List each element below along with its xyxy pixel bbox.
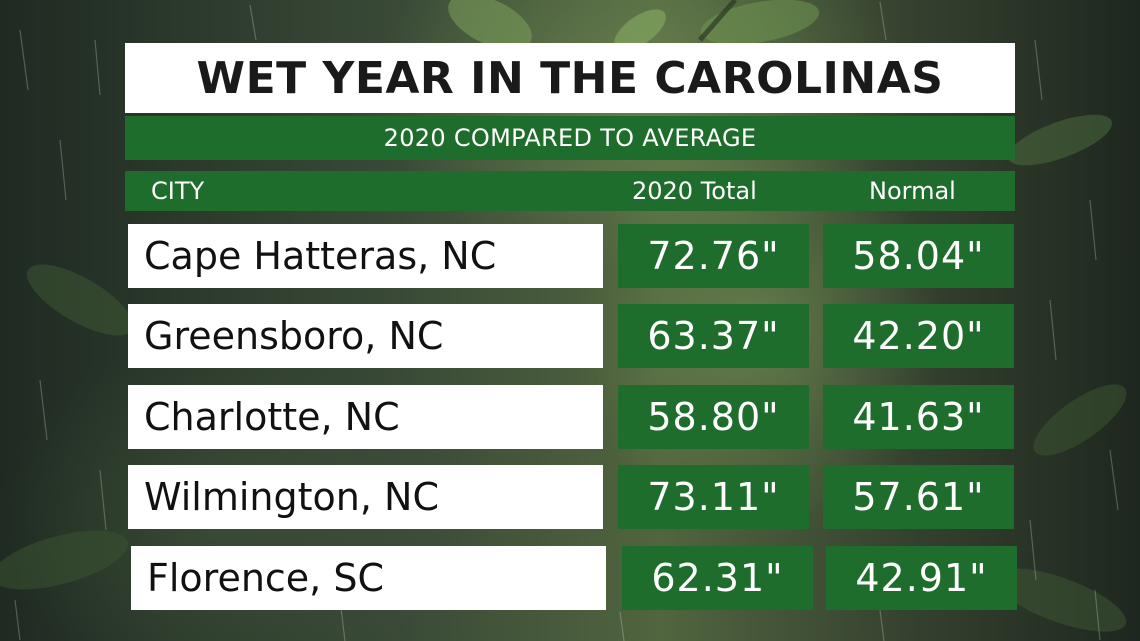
city-name: Cape Hatteras, NC [144, 234, 497, 278]
normal-value: 42.20" [852, 314, 985, 358]
total-value: 63.37" [647, 314, 780, 358]
total-cell: 72.76" [618, 224, 809, 288]
header-normal: Normal [869, 177, 956, 205]
header-city: CITY [151, 177, 205, 205]
normal-cell: 57.61" [823, 465, 1014, 529]
total-value: 58.80" [647, 395, 780, 439]
title-banner: WET YEAR IN THE CAROLINAS [125, 43, 1015, 113]
city-name: Florence, SC [147, 556, 384, 600]
total-value: 73.11" [647, 475, 780, 519]
total-cell: 62.31" [622, 546, 813, 610]
city-cell: Florence, SC [131, 546, 606, 610]
normal-value: 41.63" [852, 395, 985, 439]
total-value: 72.76" [647, 234, 780, 278]
city-cell: Charlotte, NC [128, 385, 603, 449]
table-header-row: CITY 2020 Total Normal [125, 171, 1015, 211]
normal-cell: 41.63" [823, 385, 1014, 449]
normal-cell: 42.20" [823, 304, 1014, 368]
city-cell: Wilmington, NC [128, 465, 603, 529]
total-cell: 73.11" [618, 465, 809, 529]
normal-value: 42.91" [855, 556, 988, 600]
total-value: 62.31" [651, 556, 784, 600]
page-subtitle: 2020 COMPARED TO AVERAGE [383, 124, 757, 152]
table-row: Cape Hatteras, NC 72.76" 58.04" [0, 224, 1140, 288]
total-cell: 58.80" [618, 385, 809, 449]
subtitle-banner: 2020 COMPARED TO AVERAGE [125, 116, 1015, 160]
normal-value: 57.61" [852, 475, 985, 519]
header-2020-total: 2020 Total [632, 177, 757, 205]
table-row: Florence, SC 62.31" 42.91" [0, 546, 1140, 610]
normal-cell: 58.04" [823, 224, 1014, 288]
table-row: Wilmington, NC 73.11" 57.61" [0, 465, 1140, 529]
normal-cell: 42.91" [826, 546, 1017, 610]
table-row: Charlotte, NC 58.80" 41.63" [0, 385, 1140, 449]
table-row: Greensboro, NC 63.37" 42.20" [0, 304, 1140, 368]
normal-value: 58.04" [852, 234, 985, 278]
page-title: WET YEAR IN THE CAROLINAS [196, 52, 944, 104]
city-name: Wilmington, NC [144, 475, 439, 519]
total-cell: 63.37" [618, 304, 809, 368]
city-cell: Cape Hatteras, NC [128, 224, 603, 288]
city-name: Charlotte, NC [144, 395, 400, 439]
city-name: Greensboro, NC [144, 314, 444, 358]
city-cell: Greensboro, NC [128, 304, 603, 368]
